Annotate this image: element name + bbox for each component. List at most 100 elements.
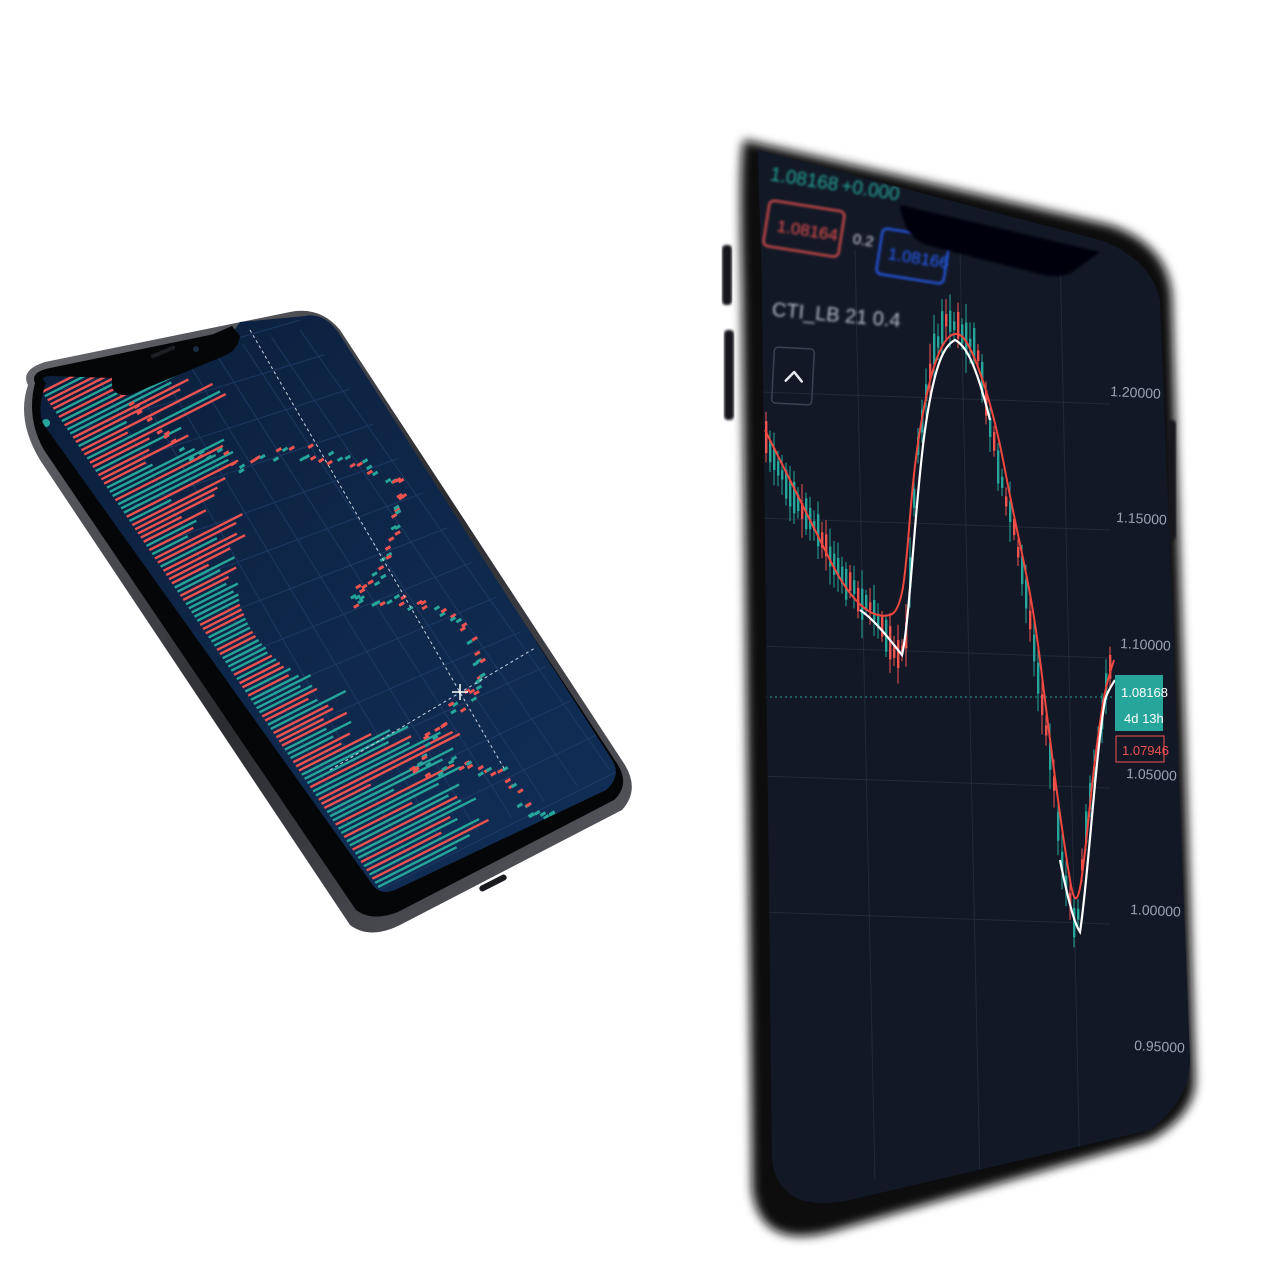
collapse-button[interactable]: [771, 346, 815, 406]
candle-body: [929, 363, 932, 380]
candle: [317, 457, 325, 464]
volume-bar: [323, 783, 372, 810]
candle: [416, 599, 423, 606]
candle-body: [1057, 811, 1060, 841]
left-phone-notch: [112, 326, 240, 396]
volume-bar: [83, 431, 129, 456]
volume-bar: [97, 448, 150, 477]
candle-body: [1041, 694, 1044, 716]
candle: [377, 565, 385, 571]
volume-bar: [126, 459, 239, 518]
candle: [485, 766, 493, 773]
candle: [238, 463, 246, 470]
candle-body: [937, 336, 940, 348]
last-price-value: 1.08168: [1121, 685, 1168, 700]
volume-bar: [335, 763, 455, 826]
candle-body: [813, 520, 816, 531]
cti-line: [859, 338, 1116, 935]
candle: [373, 580, 381, 587]
candle: [361, 458, 369, 464]
candle-body: [1045, 725, 1048, 736]
volume-bar: [272, 704, 329, 735]
candle: [398, 494, 405, 501]
candle-body: [965, 322, 968, 355]
candle: [397, 477, 405, 484]
candle-body: [1021, 556, 1024, 585]
volume-bar: [253, 674, 312, 706]
candle: [424, 731, 431, 737]
candle: [344, 454, 352, 461]
volume-bar: [275, 707, 334, 739]
candle-body: [933, 333, 936, 365]
candle: [303, 454, 311, 460]
candle: [394, 509, 402, 515]
volume-bar: [366, 831, 442, 872]
volume-bar: [309, 735, 412, 789]
candle: [477, 764, 485, 771]
candle: [205, 454, 213, 461]
candle-body: [945, 314, 948, 327]
volume-bar: [222, 639, 260, 660]
candle: [421, 604, 428, 611]
volume-bar: [219, 634, 257, 656]
volume-bar: [363, 817, 458, 868]
candle: [534, 810, 541, 816]
volume-bar: [306, 740, 390, 785]
candle: [496, 768, 504, 774]
price-axis-label: 1.05000: [1126, 765, 1178, 784]
volume-bar: [270, 689, 347, 731]
volume-bar: [224, 642, 263, 664]
candle: [371, 571, 378, 577]
volume-bar: [120, 450, 234, 510]
volume-bar: [199, 603, 241, 627]
candle-body: [853, 580, 856, 594]
volume-bar: [134, 486, 218, 531]
candle: [424, 772, 432, 778]
candle-body: [789, 480, 792, 507]
candle: [479, 657, 487, 664]
volume-bar: [188, 582, 239, 610]
volume-bar: [329, 758, 444, 818]
candle: [548, 811, 556, 817]
candle-body: [1069, 893, 1072, 907]
candle: [366, 464, 373, 471]
volume-bar: [176, 569, 221, 593]
volume-bar: [78, 420, 128, 448]
volume-bar: [230, 651, 269, 672]
volume-bar: [227, 646, 267, 668]
volume-bar: [66, 372, 179, 431]
volume-bar: [315, 731, 441, 797]
crosshair-cursor-icon: [452, 684, 468, 700]
candle: [409, 765, 416, 772]
candle: [163, 430, 171, 437]
candle-body: [953, 321, 956, 331]
candle-body: [785, 469, 788, 499]
volume-bar: [357, 797, 477, 859]
price-axis-label: 1.15000: [1116, 509, 1168, 528]
volume-bar: [191, 590, 235, 614]
volume-bar: [210, 622, 249, 643]
left-phone: [24, 310, 632, 933]
price-axis-label: 1.20000: [1110, 383, 1162, 402]
candle: [223, 450, 230, 456]
candle-body: [897, 640, 900, 669]
candle: [431, 734, 439, 741]
volume-bar: [320, 732, 461, 805]
volume-bar: [312, 741, 411, 793]
candle: [528, 812, 536, 819]
candle-body: [801, 503, 804, 519]
candle: [384, 477, 392, 484]
volume-bar: [165, 534, 246, 577]
volume-bar: [360, 815, 451, 864]
volume-bar: [128, 498, 172, 523]
candle: [367, 579, 374, 585]
candle: [163, 433, 170, 440]
sell-button[interactable]: [762, 199, 846, 258]
chevron-up-icon: [784, 370, 803, 383]
candle: [388, 536, 395, 542]
candle-body: [909, 557, 912, 588]
candle: [502, 765, 509, 772]
candle-body: [1061, 851, 1064, 872]
candle: [307, 443, 314, 449]
candle: [354, 594, 361, 600]
